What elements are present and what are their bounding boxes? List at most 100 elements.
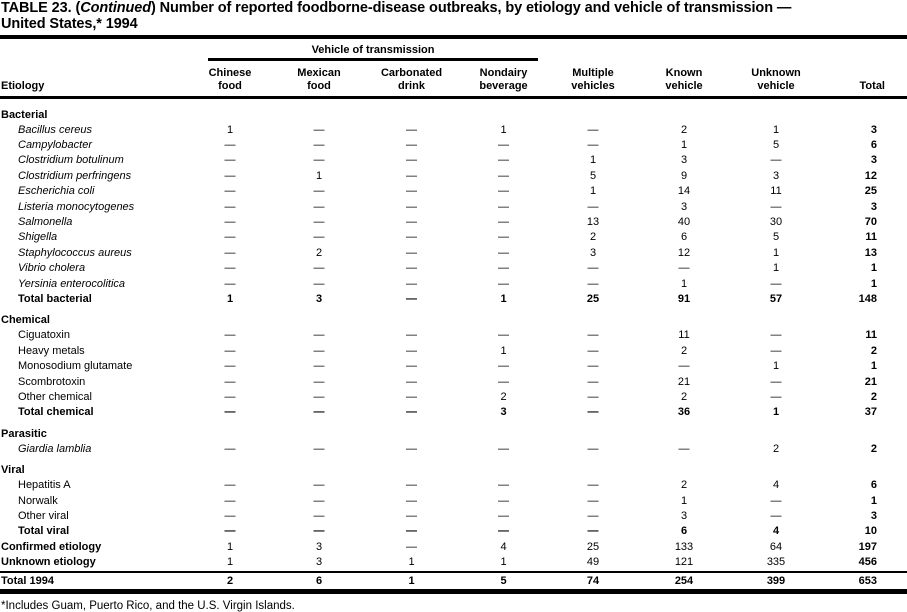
cell-known_vehicle: 12 bbox=[677, 246, 691, 259]
cell-chinese_food: — bbox=[224, 246, 236, 259]
cell-carbonated_drink: — bbox=[406, 509, 417, 522]
cell-multiple_vehicles: — bbox=[587, 329, 599, 342]
row-label: Listeria monocytogenes bbox=[18, 200, 135, 213]
cell-known_vehicle: 2 bbox=[680, 344, 688, 357]
cell-nondairy_beverage: — bbox=[498, 246, 509, 259]
table-row: Ciguatoxin — — — — — 11 — 11 bbox=[0, 328, 907, 343]
grand-total-section: Total 1994 2 6 1 5 74 254 399 653 bbox=[0, 573, 907, 589]
section-header-row: Bacterial bbox=[0, 107, 907, 122]
cell-unknown_vehicle: 2 bbox=[772, 442, 780, 455]
column-header-line: Chinese bbox=[208, 67, 252, 79]
cell-nondairy_beverage: — bbox=[498, 262, 509, 275]
cell-known_vehicle: 2 bbox=[680, 123, 688, 136]
cell-total: 13 bbox=[864, 246, 877, 259]
table-row: Yersinia enterocolitica — — — — — 1 — 1 bbox=[0, 276, 907, 291]
cell-total: 70 bbox=[864, 216, 877, 229]
cell-chinese_food: 1 bbox=[226, 540, 234, 553]
title-rule bbox=[0, 35, 907, 39]
cell-mexican_food: — bbox=[313, 200, 325, 213]
cell-unknown_vehicle: 57 bbox=[769, 292, 783, 305]
cell-chinese_food: — bbox=[224, 509, 236, 522]
title-line-1: TABLE 23. (Continued) Number of reported… bbox=[1, 0, 907, 17]
cell-carbonated_drink: — bbox=[406, 540, 417, 553]
cell-nondairy_beverage: — bbox=[498, 169, 509, 182]
grand-total-top-rule bbox=[0, 570, 907, 573]
row-label: Campylobacter bbox=[18, 139, 92, 152]
cell-carbonated_drink: — bbox=[406, 123, 417, 136]
cell-known_vehicle: 121 bbox=[674, 556, 694, 569]
cell-carbonated_drink: — bbox=[406, 479, 417, 492]
cell-multiple_vehicles: 1 bbox=[589, 154, 597, 167]
cell-mexican_food: 2 bbox=[315, 246, 323, 259]
cell-multiple_vehicles: 74 bbox=[586, 574, 600, 587]
cell-unknown_vehicle: 4 bbox=[772, 479, 780, 492]
cell-multiple_vehicles: 5 bbox=[589, 169, 597, 182]
column-header-line: Nondairy bbox=[479, 67, 528, 79]
column-header-line: food bbox=[218, 80, 242, 92]
column-header: Mexican food bbox=[274, 67, 364, 94]
table-row: Heavy metals — — — 1 — 2 — 2 bbox=[0, 343, 907, 358]
cell-total: 11 bbox=[865, 231, 877, 244]
row-label: Unknown etiology bbox=[1, 556, 96, 569]
table-row: Total chemical — — — 3 — 36 1 37 bbox=[0, 405, 907, 420]
cell-unknown_vehicle: 30 bbox=[769, 216, 783, 229]
table-row: Total 1994 2 6 1 5 74 254 399 653 bbox=[0, 573, 907, 589]
cell-carbonated_drink: — bbox=[406, 169, 417, 182]
row-label: Viral bbox=[1, 463, 25, 476]
row-label: Clostridium botulinum bbox=[18, 154, 124, 167]
cell-unknown_vehicle: 399 bbox=[766, 574, 786, 587]
section-header-row: Viral bbox=[0, 462, 907, 477]
bottom-rule bbox=[0, 588, 907, 594]
cell-unknown_vehicle: — bbox=[770, 154, 782, 167]
row-label: Scombrotoxin bbox=[18, 375, 86, 388]
cell-chinese_food: — bbox=[224, 390, 236, 403]
cell-nondairy_beverage: — bbox=[498, 185, 509, 198]
column-header-line: vehicle bbox=[757, 80, 795, 92]
cell-nondairy_beverage: 4 bbox=[500, 540, 507, 553]
column-header-line: beverage bbox=[479, 80, 528, 92]
column-header-line: Carbonated bbox=[380, 67, 443, 79]
cell-unknown_vehicle: 1 bbox=[772, 123, 780, 136]
table-row: Salmonella — — — — 13 40 30 70 bbox=[0, 214, 907, 229]
cell-nondairy_beverage: — bbox=[498, 216, 509, 229]
cell-unknown_vehicle: — bbox=[770, 390, 782, 403]
cell-carbonated_drink: 1 bbox=[408, 556, 415, 569]
section-header-row: Chemical bbox=[0, 313, 907, 328]
cell-chinese_food: — bbox=[224, 494, 236, 507]
cell-total: 2 bbox=[870, 344, 877, 357]
column-header-line: Mexican bbox=[297, 67, 341, 79]
cell-chinese_food: — bbox=[224, 185, 236, 198]
cell-nondairy_beverage: — bbox=[498, 375, 509, 388]
cell-multiple_vehicles: 1 bbox=[589, 185, 597, 198]
cell-multiple_vehicles: 3 bbox=[589, 246, 597, 259]
table-row: Vibrio cholera — — — — — — 1 1 bbox=[0, 261, 907, 276]
cell-chinese_food: — bbox=[224, 375, 236, 388]
row-label: Total chemical bbox=[18, 406, 94, 419]
row-label: Salmonella bbox=[18, 216, 73, 229]
table-title: TABLE 23. (Continued) Number of reported… bbox=[0, 0, 907, 34]
cell-carbonated_drink: — bbox=[406, 185, 417, 198]
table-row: Staphylococcus aureus — 2 — — 3 12 1 13 bbox=[0, 245, 907, 260]
cell-carbonated_drink: — bbox=[406, 200, 417, 213]
row-label: Chemical bbox=[1, 314, 50, 327]
cell-multiple_vehicles: — bbox=[587, 406, 599, 419]
table-row: Confirmed etiology 1 3 — 4 25 133 64 197 bbox=[0, 539, 907, 554]
cell-total: 2 bbox=[870, 442, 877, 455]
title-continued: Continued bbox=[80, 0, 151, 16]
cell-unknown_vehicle: 5 bbox=[772, 139, 780, 152]
column-header-line: food bbox=[307, 80, 331, 92]
row-label: Hepatitis A bbox=[18, 479, 71, 492]
row-label: Monosodium glutamate bbox=[18, 360, 133, 373]
table-row: Hepatitis A — — — — — 2 4 6 bbox=[0, 477, 907, 492]
row-label: Bacterial bbox=[1, 108, 48, 121]
row-label: Confirmed etiology bbox=[1, 540, 102, 553]
cell-carbonated_drink: 1 bbox=[408, 574, 415, 587]
cell-total: 456 bbox=[858, 556, 877, 569]
cell-unknown_vehicle: 11 bbox=[770, 185, 782, 198]
cell-total: 37 bbox=[864, 406, 877, 419]
row-label: Total viral bbox=[18, 525, 70, 538]
cell-unknown_vehicle: 64 bbox=[769, 540, 783, 553]
vehicle-span-label: Vehicle of transmission bbox=[311, 44, 435, 56]
cell-known_vehicle: 11 bbox=[678, 329, 690, 342]
table-row: Other viral — — — — — 3 — 3 bbox=[0, 508, 907, 523]
